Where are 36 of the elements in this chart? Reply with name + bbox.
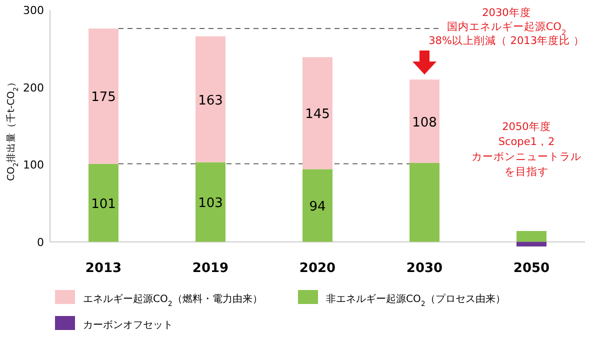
y-tick-label: 300 bbox=[23, 4, 44, 17]
x-tick-label: 2013 bbox=[85, 261, 122, 276]
annotation: Scope1，2 bbox=[498, 136, 555, 148]
y-tick-label: 100 bbox=[23, 158, 44, 172]
data-label: 108 bbox=[412, 115, 437, 130]
data-label: 175 bbox=[91, 90, 116, 106]
data-label: 101 bbox=[91, 196, 116, 212]
annotation: 国内エネルギー起源CO$_{2}$ bbox=[446, 20, 566, 36]
data-label: 145 bbox=[305, 107, 330, 122]
x-tick-label: 2050 bbox=[513, 261, 550, 276]
annotation: 2050年度 bbox=[502, 120, 551, 133]
data-label: 94 bbox=[309, 200, 326, 214]
annotation: 2030年度 bbox=[482, 6, 531, 19]
bar bbox=[302, 169, 332, 242]
y-tick-label: 200 bbox=[23, 81, 44, 94]
bar bbox=[302, 57, 332, 170]
data-label: 163 bbox=[198, 93, 223, 108]
bar bbox=[410, 80, 440, 163]
data-label: 103 bbox=[198, 196, 223, 212]
y-tick-label: 0 bbox=[37, 236, 44, 249]
annotation: カーボンニュートラル bbox=[472, 151, 582, 163]
bar bbox=[516, 242, 546, 246]
x-tick-label: 2019 bbox=[192, 261, 229, 276]
annotation: を目指す bbox=[504, 166, 548, 178]
bar bbox=[196, 162, 226, 242]
legend-label: エネルギー起源CO$_{2}$（燃料・電力由来） bbox=[83, 293, 262, 308]
bar bbox=[88, 28, 118, 164]
annotation: 38%以上削減（ 2013年度比 ） bbox=[428, 34, 584, 47]
bar bbox=[516, 231, 546, 242]
bar bbox=[88, 164, 118, 242]
bar bbox=[196, 36, 226, 162]
x-tick-label: 2030 bbox=[406, 261, 443, 276]
x-tick-label: 2020 bbox=[299, 261, 336, 276]
legend-label: 非エネルギー起源CO$_{2}$（プロセス由来） bbox=[326, 293, 506, 308]
bar bbox=[410, 163, 440, 242]
legend-label: カーボンオフセット bbox=[83, 320, 173, 331]
